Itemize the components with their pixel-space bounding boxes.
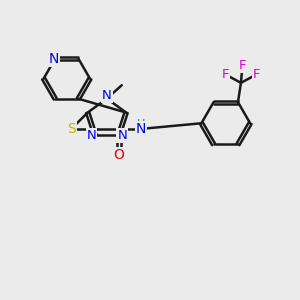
Text: H: H [137, 119, 146, 129]
Text: N: N [102, 89, 112, 102]
Text: F: F [253, 68, 260, 81]
Text: N: N [49, 52, 59, 66]
Text: N: N [136, 122, 146, 136]
Text: N: N [118, 129, 127, 142]
Text: F: F [222, 68, 229, 81]
Text: N: N [87, 129, 96, 142]
Text: O: O [113, 148, 124, 162]
Text: F: F [239, 59, 246, 72]
Text: S: S [67, 122, 76, 136]
